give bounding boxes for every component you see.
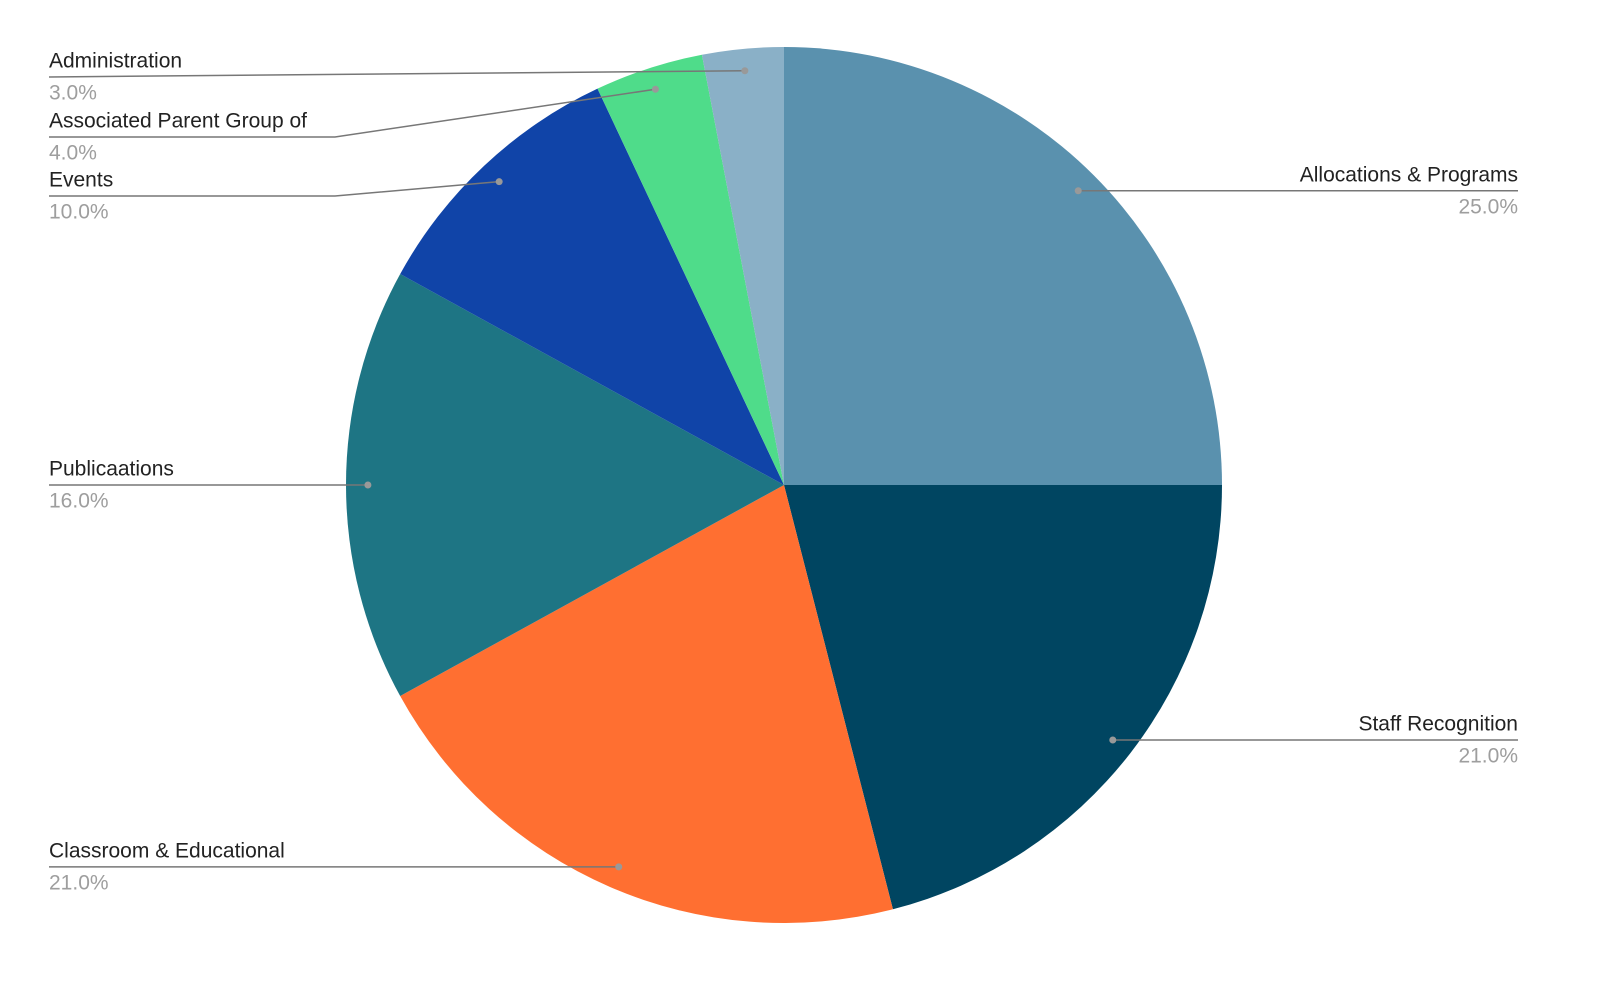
- pie-slice: [784, 485, 1222, 910]
- leader-line: [48, 69, 745, 78]
- value-label: 10.0%: [49, 201, 109, 224]
- slice-label: Administration: [49, 50, 182, 73]
- value-label: 3.0%: [49, 82, 97, 105]
- pie-slice: [400, 485, 893, 923]
- leader-dot: [1109, 736, 1117, 744]
- leader-dot: [364, 481, 372, 489]
- pie-slice: [400, 88, 784, 485]
- pie-slice: [701, 47, 784, 485]
- value-label: 25.0%: [1458, 195, 1518, 218]
- pie-slice: [784, 47, 1222, 485]
- value-label: 16.0%: [49, 490, 109, 513]
- leader-dot: [1074, 187, 1082, 195]
- leader-line: [49, 180, 500, 197]
- leader-dot: [651, 85, 659, 93]
- slice-label: Associated Parent Group of: [49, 110, 307, 133]
- slice-label: Staff Recognition: [1358, 713, 1518, 736]
- value-label: 21.0%: [1458, 745, 1518, 768]
- slice-label: Publicaations: [49, 458, 174, 481]
- leader-dot: [741, 67, 749, 75]
- slice-label: Events: [49, 169, 113, 192]
- value-label: 21.0%: [49, 871, 109, 894]
- leader-line: [49, 88, 656, 138]
- pie-slice: [345, 273, 784, 697]
- leader-dot: [615, 863, 623, 871]
- slice-label: Allocations & Programs: [1300, 163, 1518, 186]
- slice-label: Classroom & Educational: [49, 839, 285, 862]
- pie-slice: [597, 54, 784, 486]
- leader-dot: [495, 178, 503, 186]
- value-label: 4.0%: [49, 142, 97, 165]
